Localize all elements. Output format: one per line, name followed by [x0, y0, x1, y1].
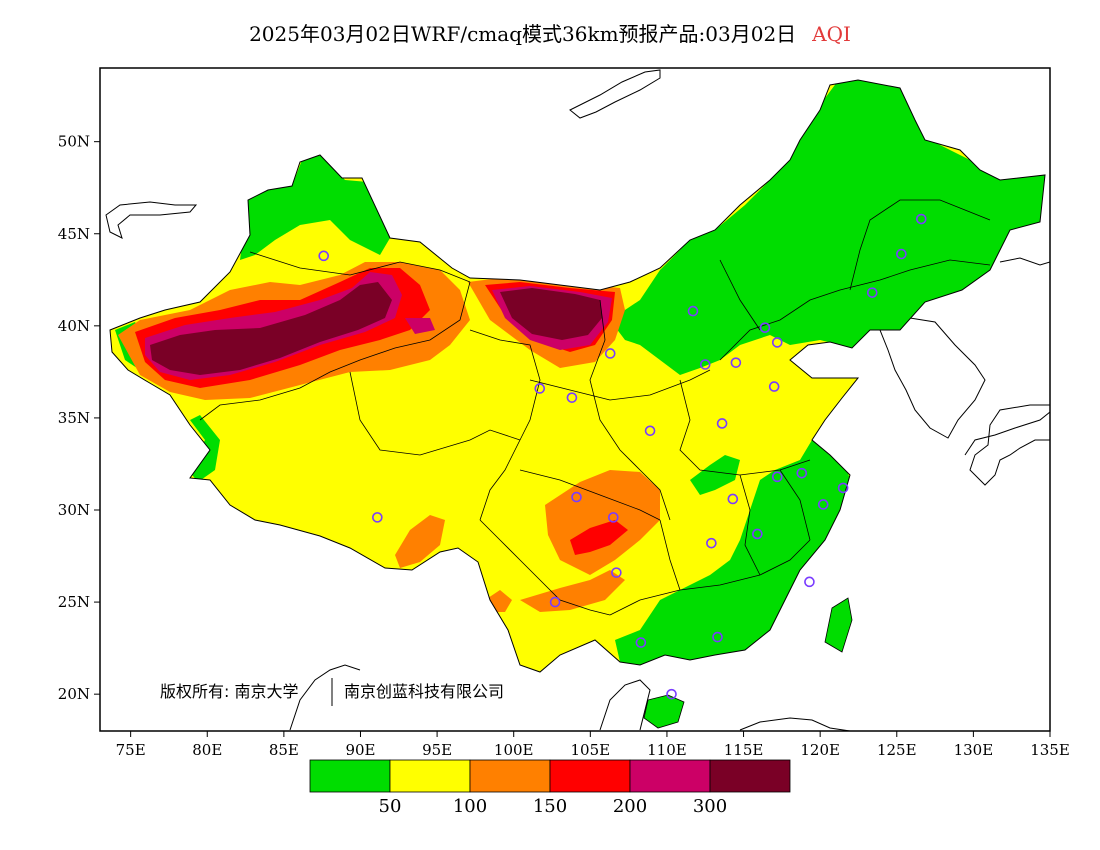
lon-label: 120E [800, 741, 840, 759]
map-frame [99, 67, 1051, 732]
station-marker [549, 596, 561, 608]
station-marker [571, 491, 582, 503]
lat-label: 25N [58, 593, 90, 611]
legend-label: 100 [453, 796, 487, 817]
station-marker [716, 418, 728, 429]
station-marker [611, 567, 622, 578]
station-marker [730, 357, 742, 368]
station-marker [699, 359, 711, 370]
station-marker [915, 213, 927, 225]
lon-label: 115E [724, 741, 764, 759]
lat-label: 40N [58, 317, 90, 335]
lon-label: 95E [422, 741, 452, 759]
lon-label: 90E [345, 741, 375, 759]
lon-label: 100E [494, 741, 534, 759]
station-marker [771, 337, 783, 348]
hainan-island [643, 694, 685, 729]
lon-label: 85E [269, 741, 299, 759]
station-marker [771, 471, 783, 483]
station-marker [796, 467, 808, 479]
china-outline [109, 79, 1046, 673]
legend-swatch [549, 759, 631, 793]
legend-swatch [629, 759, 711, 793]
lon-label: 80E [192, 741, 222, 759]
station-marker [318, 250, 330, 262]
station-marker [666, 688, 677, 700]
station-marker [534, 383, 546, 394]
neighbor-coastlines [105, 69, 1050, 731]
legend-swatch [709, 759, 791, 793]
station-marker [768, 381, 780, 392]
lon-label: 75E [116, 741, 146, 759]
station-marker [687, 305, 699, 317]
station-markers [318, 213, 927, 700]
station-marker [804, 576, 815, 588]
station-marker [837, 482, 849, 494]
map-title-variable: AQI [812, 22, 851, 46]
lon-label: 130E [954, 741, 994, 759]
station-marker [706, 537, 717, 549]
station-marker [635, 637, 647, 648]
aqi-hazardous-zones [150, 282, 602, 375]
station-marker [752, 528, 763, 540]
legend-label: 200 [613, 796, 647, 817]
lon-label: 135E [1030, 741, 1070, 759]
lat-label: 30N [58, 501, 90, 519]
lon-label: 110E [647, 741, 687, 759]
station-marker [604, 348, 616, 359]
copyright-note: 版权所有: 南京大学 南京创蓝科技有限公司 [160, 678, 504, 706]
station-marker [608, 512, 619, 523]
map-title-main: 2025年03月02日WRF/cmaq模式36km预报产品:03月02日 [249, 22, 797, 46]
copyright-left: 版权所有: 南京大学 [160, 682, 298, 701]
station-marker [566, 392, 578, 403]
legend-swatch [389, 759, 471, 793]
legend-label: 150 [533, 796, 567, 817]
station-marker [712, 631, 723, 643]
legend-swatch [469, 759, 551, 793]
legend-swatch [309, 759, 391, 793]
axis-ticks [94, 141, 1051, 737]
taiwan-island [824, 597, 853, 653]
station-marker [866, 287, 878, 298]
aqi-legend: 50 100 150 200 300 [309, 759, 791, 817]
lat-labels: 50N 45N 40N 35N 30N 25N 20N [58, 133, 90, 704]
lat-label: 50N [58, 133, 90, 151]
station-marker [896, 248, 907, 260]
station-marker [727, 493, 739, 505]
station-marker [817, 499, 829, 510]
station-marker [759, 322, 771, 333]
lat-label: 45N [58, 225, 90, 243]
lon-label: 125E [877, 741, 917, 759]
lon-label: 105E [571, 741, 611, 759]
station-marker [372, 512, 383, 523]
copyright-right: 南京创蓝科技有限公司 [344, 682, 504, 701]
map-title: 2025年03月02日WRF/cmaq模式36km预报产品:03月02日 AQI [0, 18, 1100, 47]
legend-label: 300 [693, 796, 727, 817]
lon-labels: 75E 80E 85E 90E 95E 100E 105E 110E 115E 120E 125E 1… [116, 741, 1070, 759]
lat-label: 20N [58, 685, 90, 703]
station-marker [644, 425, 656, 437]
lat-label: 35N [58, 409, 90, 427]
legend-label: 50 [379, 796, 402, 817]
